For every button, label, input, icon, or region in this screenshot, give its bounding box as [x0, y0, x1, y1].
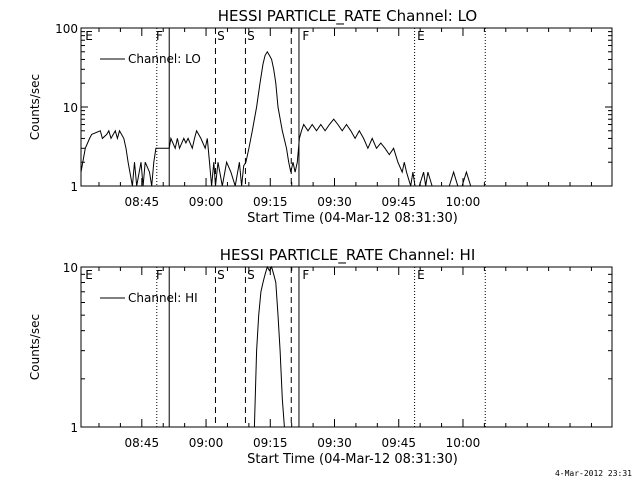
- panel-lo-y-axis-label: Counts/sec: [28, 74, 42, 140]
- panel-hi-legend-label: Channel: HI: [128, 291, 198, 305]
- panel-lo-x-tick-label: 10:00: [446, 195, 481, 209]
- panel-lo-title: HESSI PARTICLE_RATE Channel: LO: [218, 7, 477, 26]
- panel-lo-y-tick-label: 100: [55, 22, 78, 36]
- panel-hi-region-label-S: S: [247, 268, 255, 282]
- panel-hi-region-label-E: E: [85, 268, 93, 282]
- panel-lo-region-label-E: E: [85, 29, 93, 43]
- panel-lo-y-tick-label: 1: [70, 180, 78, 194]
- panel-hi-region-label-F: F: [156, 268, 163, 282]
- panel-hi-x-axis-label: Start Time (04-Mar-12 08:31:30): [247, 452, 458, 467]
- panel-hi-x-tick-label: 09:30: [317, 436, 352, 450]
- panel-hi-y-axis-label: Counts/sec: [28, 314, 42, 380]
- panel-lo-series-line-0: [80, 50, 488, 187]
- panel-lo-region-label-S: S: [217, 29, 225, 43]
- panel-hi-x-tick-label: 08:45: [125, 436, 160, 450]
- panel-hi-x-tick-label: 09:15: [253, 436, 288, 450]
- panel-lo-y-tick-label: 10: [63, 101, 78, 115]
- panel-lo-region-label-S: S: [247, 29, 255, 43]
- panel-hi-frame: [80, 266, 613, 428]
- panel-lo-x-tick-label: 09:30: [317, 195, 352, 209]
- panel-hi-title: HESSI PARTICLE_RATE Channel: HI: [220, 246, 476, 265]
- panel-hi-x-tick-label: 09:45: [381, 436, 416, 450]
- panel-hi-region-label-F: F: [302, 268, 309, 282]
- panel-lo-x-tick-label: 09:00: [189, 195, 224, 209]
- footer-timestamp: 4-Mar-2012 23:31: [554, 469, 632, 478]
- panel-lo-region-label-E: E: [417, 29, 425, 43]
- panel-hi-region-label-E: E: [417, 268, 425, 282]
- panel-lo-region-label-F: F: [302, 29, 309, 43]
- panel-lo-x-tick-label: 09:45: [381, 195, 416, 209]
- panel-lo-x-tick-label: 08:45: [125, 195, 160, 209]
- panel-lo-x-tick-label: 09:15: [253, 195, 288, 209]
- panel-lo-x-axis-label: Start Time (04-Mar-12 08:31:30): [247, 211, 458, 226]
- panel-hi-x-tick-label: 09:00: [189, 436, 224, 450]
- panel-hi-x-tick-label: 10:00: [446, 436, 481, 450]
- panel-lo-legend-label: Channel: LO: [128, 52, 201, 66]
- panel-hi-y-tick-label: 10: [63, 261, 78, 275]
- panel-hi-series-line-0: [253, 265, 285, 428]
- panel-hi-y-tick-label: 1: [70, 421, 78, 435]
- panel-lo-region-label-F: F: [156, 29, 163, 43]
- panel-hi-region-label-S: S: [217, 268, 225, 282]
